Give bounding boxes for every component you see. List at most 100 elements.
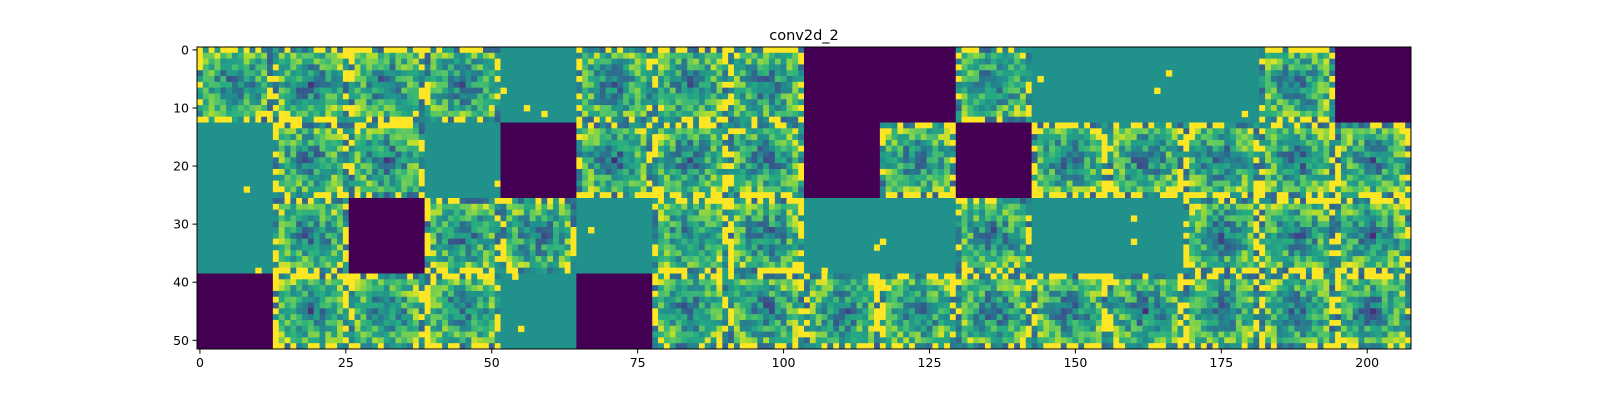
activation-cell <box>1253 122 1260 129</box>
activation-cell <box>1323 267 1330 274</box>
activation-cell <box>278 87 286 94</box>
activation-cell <box>412 93 420 100</box>
activation-cell <box>576 128 583 135</box>
activation-cell <box>1317 261 1324 269</box>
activation-cell <box>1130 163 1138 170</box>
activation-cell <box>1119 134 1126 141</box>
activation-cell <box>932 163 939 170</box>
activation-cell <box>267 76 274 83</box>
activation-cell <box>996 261 1003 269</box>
activation-cell <box>768 192 776 199</box>
activation-cell <box>786 116 793 123</box>
activation-cell <box>757 134 764 141</box>
activation-cell <box>681 139 688 147</box>
activation-cell <box>348 192 356 199</box>
activation-cell <box>383 99 391 106</box>
activation-cell <box>348 151 356 158</box>
activation-cell <box>1276 116 1284 123</box>
feature-map-tile <box>1183 198 1260 274</box>
activation-cell <box>1171 157 1179 164</box>
activation-cell <box>1200 267 1208 274</box>
activation-cell <box>1399 227 1406 234</box>
activation-cell <box>278 145 286 153</box>
activation-cell <box>1265 145 1272 153</box>
activation-cell <box>1317 70 1324 77</box>
activation-cell <box>996 227 1003 234</box>
activation-cell <box>623 186 630 193</box>
feature-map-tile <box>576 122 653 199</box>
activation-cell <box>506 244 513 251</box>
activation-cell <box>447 93 455 100</box>
activation-cell <box>1066 122 1073 129</box>
activation-cell <box>1323 168 1330 176</box>
activation-cell <box>1002 81 1009 89</box>
activation-cell <box>447 76 455 83</box>
activation-cell <box>342 139 350 147</box>
activation-cell <box>272 203 280 211</box>
activation-cell <box>296 151 303 158</box>
activation-cell <box>768 256 776 263</box>
activation-cell <box>214 47 221 54</box>
activation-cell <box>617 122 624 129</box>
activation-cell <box>704 145 712 153</box>
activation-cell <box>523 227 531 234</box>
activation-cell <box>1019 267 1027 274</box>
activation-cell <box>307 116 315 123</box>
activation-cell <box>605 105 612 112</box>
activation-cell <box>1405 227 1412 234</box>
activation-cell <box>395 122 402 129</box>
activation-cell <box>541 244 548 251</box>
activation-cell <box>1218 261 1225 269</box>
activation-cell <box>1259 110 1266 118</box>
activation-cell <box>1259 87 1266 94</box>
activation-cell <box>348 180 356 187</box>
activation-cell <box>996 244 1003 251</box>
activation-cell <box>669 168 677 176</box>
activation-cell <box>278 209 286 216</box>
activation-cell <box>1084 134 1091 141</box>
activation-cell <box>967 244 974 251</box>
activation-cell <box>226 70 233 77</box>
activation-cell <box>599 116 607 123</box>
activation-cell <box>1008 81 1015 89</box>
activation-cell <box>763 227 770 234</box>
activation-cell <box>1200 227 1208 234</box>
activation-cell <box>611 180 618 187</box>
activation-cell <box>990 87 998 94</box>
activation-cell <box>1393 157 1400 164</box>
activation-cell <box>722 209 729 216</box>
activation-cell <box>710 139 717 147</box>
activation-cell <box>658 250 665 257</box>
activation-cell <box>459 261 466 269</box>
activation-cell <box>669 256 677 263</box>
activation-cell <box>903 134 910 141</box>
activation-cell <box>319 52 326 60</box>
activation-cell <box>558 256 566 263</box>
activation-cell <box>984 209 992 216</box>
activation-cell <box>296 273 303 280</box>
activation-cell <box>354 52 361 60</box>
activation-cell <box>1259 58 1266 65</box>
activation-cell <box>541 256 548 263</box>
activation-cell <box>652 134 659 141</box>
activation-cell <box>558 250 566 257</box>
activation-cell <box>1329 128 1336 135</box>
activation-cell <box>768 128 776 135</box>
activation-cell <box>1089 163 1097 170</box>
activation-cell <box>1206 209 1214 216</box>
activation-cell <box>967 267 974 274</box>
activation-cell <box>1364 134 1371 141</box>
activation-cell <box>255 93 262 100</box>
activation-cell <box>588 105 595 112</box>
activation-cell <box>774 186 782 193</box>
activation-cell <box>728 47 735 54</box>
activation-cell <box>1346 168 1354 176</box>
activation-cell <box>1002 261 1009 269</box>
activation-cell <box>961 47 968 54</box>
activation-cell <box>967 116 974 123</box>
activation-cell <box>984 215 992 222</box>
activation-cell <box>1241 192 1249 199</box>
activation-cell <box>658 163 665 170</box>
activation-cell <box>728 244 735 251</box>
activation-cell <box>757 261 764 269</box>
